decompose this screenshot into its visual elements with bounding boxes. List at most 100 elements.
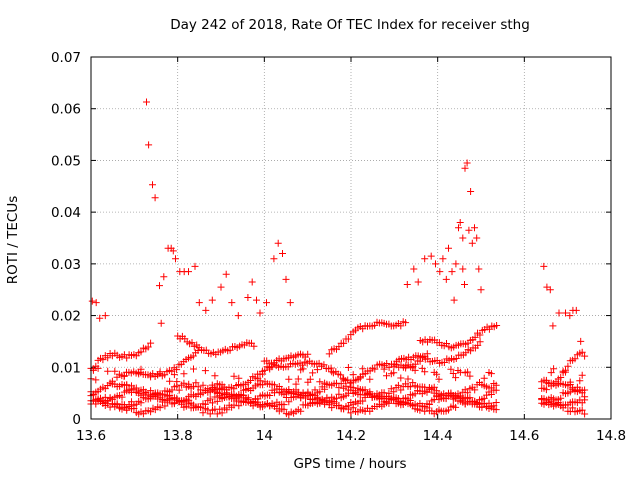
data-point	[228, 299, 236, 307]
data-point	[406, 383, 414, 391]
plot-frame	[90, 56, 612, 420]
data-point	[433, 370, 441, 378]
data-point	[578, 406, 586, 414]
data-point	[452, 403, 460, 411]
data-point	[188, 339, 196, 347]
data-point	[566, 312, 574, 320]
tick-layer: 13.6 13.8 14 14.2 14.4 14.6 14.8 0 0.01 0.02 0.03 0…	[51, 50, 626, 444]
data-point	[564, 362, 572, 370]
data-point	[294, 375, 302, 383]
data-point	[99, 356, 107, 364]
data-point	[557, 374, 565, 381]
x-tick-label: 13.6	[76, 428, 106, 444]
data-point	[137, 399, 145, 407]
data-point	[461, 164, 469, 172]
data-point	[349, 371, 357, 379]
data-point	[385, 399, 393, 407]
data-point	[144, 343, 152, 351]
data-point	[439, 255, 447, 263]
data-point	[201, 400, 209, 408]
data-point	[403, 281, 411, 288]
x-axis-label: GPS time / hours	[293, 456, 407, 472]
data-point	[547, 369, 555, 377]
data-point	[166, 377, 174, 385]
y-tick-label: 0.04	[51, 205, 81, 221]
data-point	[285, 398, 293, 406]
data-point	[234, 312, 242, 320]
data-point	[461, 281, 468, 288]
data-point	[487, 370, 495, 378]
data-point	[201, 367, 209, 375]
data-point	[173, 378, 181, 386]
data-point	[464, 368, 472, 376]
data-point	[366, 375, 374, 383]
data-point	[397, 374, 405, 382]
data-point	[92, 362, 100, 370]
data-point	[347, 409, 355, 417]
data-point	[266, 392, 274, 399]
data-point	[492, 381, 500, 389]
data-point	[192, 379, 200, 387]
data-point	[578, 371, 586, 379]
data-point	[402, 319, 410, 327]
data-point	[390, 388, 398, 396]
data-point	[410, 265, 418, 273]
data-point	[92, 376, 100, 384]
data-point	[169, 247, 177, 255]
data-point	[445, 244, 452, 252]
data-point	[571, 355, 579, 363]
data-point	[581, 386, 589, 394]
data-point	[88, 297, 96, 305]
data-point	[157, 319, 165, 327]
x-tick-label: 14.6	[509, 428, 539, 444]
data-point	[147, 339, 155, 347]
data-point	[104, 354, 112, 362]
data-point	[471, 224, 478, 232]
data-point	[487, 391, 495, 398]
data-point	[459, 265, 467, 273]
data-point	[340, 339, 348, 347]
data-point	[208, 296, 216, 304]
data-point	[263, 299, 270, 307]
data-point	[542, 386, 550, 394]
data-point	[218, 409, 226, 417]
y-tick-label: 0.03	[51, 257, 81, 273]
data-point	[270, 255, 278, 263]
y-tick-label: 0.02	[51, 309, 81, 325]
data-point	[271, 381, 278, 389]
data-point	[452, 374, 460, 382]
data-point	[492, 399, 500, 406]
data-point	[185, 380, 193, 388]
data-point	[247, 377, 254, 384]
data-point	[581, 352, 589, 360]
data-point	[173, 366, 181, 374]
data-point	[256, 309, 264, 317]
data-point	[476, 331, 484, 339]
data-point	[452, 260, 460, 268]
data-point	[190, 365, 197, 373]
data-point	[309, 369, 317, 377]
data-point	[480, 374, 488, 382]
data-point	[344, 335, 352, 343]
data-point	[555, 309, 563, 317]
x-tick-label: 13.8	[163, 428, 193, 444]
data-point	[359, 397, 367, 405]
data-point	[306, 375, 314, 383]
data-point	[111, 367, 119, 375]
data-point	[280, 401, 288, 409]
data-point	[248, 278, 256, 286]
data-point	[576, 377, 584, 385]
data-point	[101, 312, 109, 320]
data-point	[104, 367, 112, 375]
data-point	[540, 262, 548, 270]
data-point	[448, 268, 456, 276]
chart-title: Day 242 of 2018, Rate Of TEC Index for r…	[170, 17, 530, 33]
grid-layer	[91, 57, 611, 419]
data-point	[244, 294, 252, 301]
data-point	[274, 239, 282, 247]
data-point	[465, 226, 473, 234]
data-point	[471, 333, 479, 341]
data-point	[320, 361, 328, 369]
points-layer	[87, 98, 589, 419]
